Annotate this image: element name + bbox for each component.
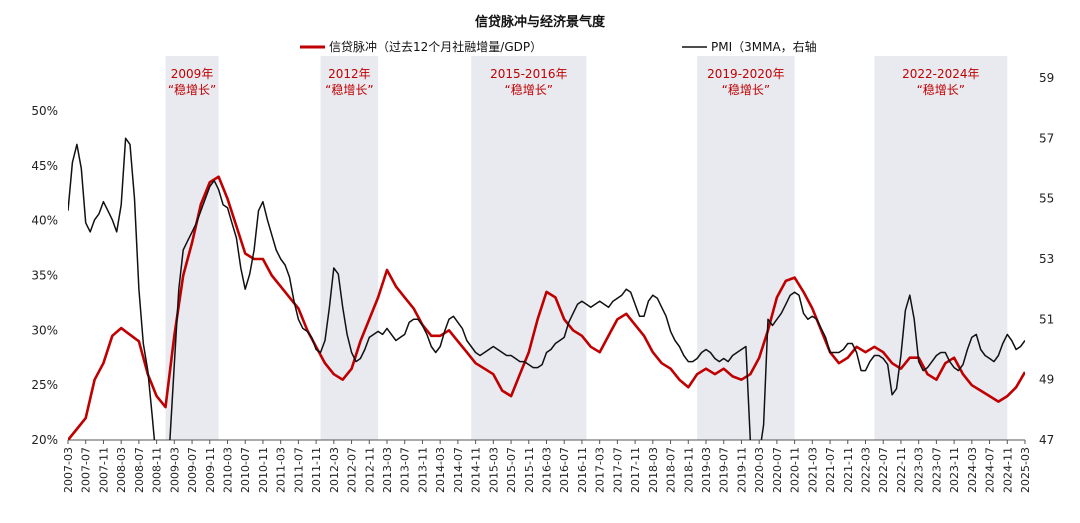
y-right-tick-label: 49 xyxy=(1039,373,1054,387)
series-lines xyxy=(68,137,1025,440)
y-left-tick-label: 40% xyxy=(31,214,58,228)
y-right-tick-label: 55 xyxy=(1039,192,1054,206)
x-axis: 2007-03 2007-07 2007-11 2008-03 2008-07 2008-… xyxy=(62,439,1032,493)
x-tick-label: 2019-07 xyxy=(718,447,731,493)
y-right-tick-label: 57 xyxy=(1039,131,1054,145)
x-tick-label: 2014-11 xyxy=(470,447,483,493)
legend-label-pmi: PMI（3MMA，右轴 xyxy=(711,39,817,54)
x-tick-label: 2021-07 xyxy=(824,447,837,493)
x-tick-label: 2011-03 xyxy=(275,447,288,493)
period-sublabel: “稳增长” xyxy=(722,82,770,97)
period-band xyxy=(320,56,379,440)
y-left-tick-label: 50% xyxy=(31,104,58,118)
period-label: 2012年 xyxy=(328,67,371,81)
x-tick-label: 2016-11 xyxy=(576,447,589,493)
x-tick-label: 2019-03 xyxy=(700,447,713,493)
period-sublabel: “稳增长” xyxy=(917,82,965,97)
x-tick-label: 2010-07 xyxy=(239,447,252,493)
x-tick-label: 2010-03 xyxy=(222,447,235,493)
x-tick-label: 2021-11 xyxy=(842,447,855,493)
x-tick-label: 2017-07 xyxy=(611,447,624,493)
period-label: 2009年 xyxy=(171,67,214,81)
x-tick-label: 2013-07 xyxy=(399,447,412,493)
y-left-tick-label: 35% xyxy=(31,268,58,282)
x-tick-label: 2022-03 xyxy=(860,447,873,493)
x-tick-label: 2024-03 xyxy=(966,447,979,493)
y-axis-right: 47 49 51 53 55 57 59 xyxy=(1039,71,1054,447)
x-tick-label: 2024-11 xyxy=(1001,447,1014,493)
x-tick-label: 2020-03 xyxy=(753,447,766,493)
series-line-credit-impulse xyxy=(68,175,1025,440)
x-tick-label: 2022-07 xyxy=(877,447,890,493)
x-tick-label: 2015-11 xyxy=(523,447,536,493)
x-tick-label: 2007-11 xyxy=(97,447,110,493)
x-tick-label: 2012-11 xyxy=(363,447,376,493)
x-tick-label: 2016-07 xyxy=(558,447,571,493)
x-tick-label: 2007-03 xyxy=(62,447,75,493)
x-tick-label: 2011-11 xyxy=(310,447,323,493)
y-left-tick-label: 20% xyxy=(31,433,58,447)
policy-period-shading xyxy=(165,56,1008,440)
y-axis-left: 20% 25% 30% 35% 40% 45% 50% xyxy=(31,104,58,447)
legend: 信贷脉冲（过去12个月社融增量/GDP） PMI（3MMA，右轴 xyxy=(300,39,817,54)
x-tick-label: 2019-11 xyxy=(735,447,748,493)
x-tick-label: 2018-03 xyxy=(647,447,660,493)
x-tick-label: 2018-11 xyxy=(682,447,695,493)
x-tick-label: 2011-07 xyxy=(292,447,305,493)
x-tick-label: 2007-07 xyxy=(80,447,93,493)
x-tick-label: 2012-03 xyxy=(328,447,341,493)
y-left-tick-label: 30% xyxy=(31,323,58,337)
x-tick-label: 2015-03 xyxy=(487,447,500,493)
period-label: 2019-2020年 xyxy=(707,67,784,81)
y-left-tick-label: 45% xyxy=(31,159,58,173)
y-right-tick-label: 51 xyxy=(1039,312,1054,326)
x-tick-label: 2016-03 xyxy=(541,447,554,493)
x-tick-label: 2022-11 xyxy=(895,447,908,493)
x-tick-label: 2021-03 xyxy=(806,447,819,493)
x-tick-label: 2013-11 xyxy=(416,447,429,493)
period-sublabel: “稳增长” xyxy=(505,82,553,97)
period-band xyxy=(471,56,587,440)
x-tick-label: 2012-07 xyxy=(346,447,359,493)
y-right-tick-label: 53 xyxy=(1039,252,1054,266)
period-label: 2015-2016年 xyxy=(490,67,567,81)
x-tick-label: 2009-03 xyxy=(168,447,181,493)
x-tick-label: 2024-07 xyxy=(984,447,997,493)
period-sublabel: “稳增长” xyxy=(325,82,373,97)
period-labels: 2009年“稳增长”2012年“稳增长”2015-2016年“稳增长”2019-… xyxy=(168,67,980,97)
x-tick-label: 2023-07 xyxy=(930,447,943,493)
period-sublabel: “稳增长” xyxy=(168,82,216,97)
x-tick-label: 2018-07 xyxy=(665,447,678,493)
x-tick-label: 2023-03 xyxy=(913,447,926,493)
x-tick-label: 2025-03 xyxy=(1019,447,1032,493)
y-left-tick-label: 25% xyxy=(31,378,58,392)
legend-label-credit: 信贷脉冲（过去12个月社融增量/GDP） xyxy=(329,39,542,54)
x-tick-label: 2014-07 xyxy=(452,447,465,493)
x-tick-label: 2008-11 xyxy=(151,447,164,493)
x-tick-label: 2010-11 xyxy=(257,447,270,493)
x-tick-label: 2023-11 xyxy=(948,447,961,493)
x-tick-label: 2020-11 xyxy=(789,447,802,493)
x-tick-label: 2020-07 xyxy=(771,447,784,493)
period-band xyxy=(697,56,795,440)
x-tick-label: 2009-07 xyxy=(186,447,199,493)
series-line-pmi xyxy=(68,137,1025,440)
x-tick-label: 2008-07 xyxy=(133,447,146,493)
y-right-tick-label: 47 xyxy=(1039,433,1054,447)
period-band xyxy=(874,56,1008,440)
x-tick-label: 2013-03 xyxy=(381,447,394,493)
x-tick-label: 2014-03 xyxy=(434,447,447,493)
x-tick-label: 2017-03 xyxy=(594,447,607,493)
chart-title: 信贷脉冲与经济景气度 xyxy=(475,14,606,30)
y-right-tick-label: 59 xyxy=(1039,71,1054,85)
period-label: 2022-2024年 xyxy=(902,67,979,81)
x-tick-label: 2015-07 xyxy=(505,447,518,493)
x-tick-label: 2017-11 xyxy=(629,447,642,493)
x-tick-label: 2009-11 xyxy=(204,447,217,493)
x-tick-label: 2008-03 xyxy=(115,447,128,493)
